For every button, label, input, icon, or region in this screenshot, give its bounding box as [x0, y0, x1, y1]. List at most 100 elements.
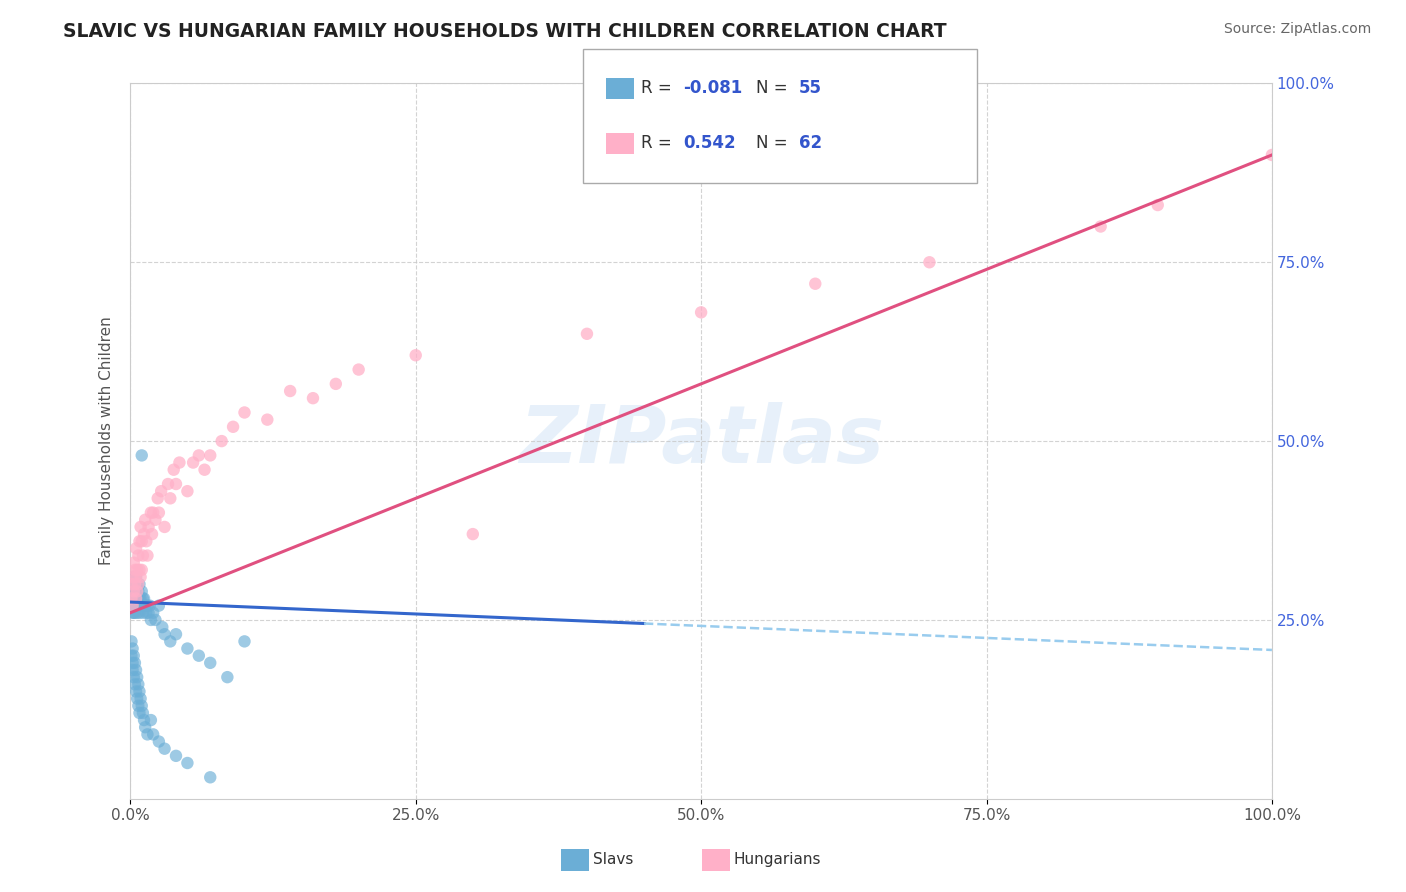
Point	[169, 456, 191, 470]
Point	[125, 599, 148, 613]
Point	[575, 326, 598, 341]
Point	[139, 713, 162, 727]
Point	[125, 591, 148, 606]
Point	[256, 412, 278, 426]
Point	[121, 599, 143, 613]
Point	[131, 584, 153, 599]
Point	[121, 584, 143, 599]
Point	[150, 484, 173, 499]
Point	[121, 599, 143, 613]
Point	[134, 599, 156, 613]
Point	[124, 677, 146, 691]
Point	[128, 534, 150, 549]
Point	[138, 520, 160, 534]
Point	[148, 506, 170, 520]
Point	[159, 491, 181, 506]
Point	[145, 513, 167, 527]
Point	[122, 648, 145, 663]
Point	[121, 656, 143, 670]
Point	[122, 584, 145, 599]
Point	[132, 591, 155, 606]
Point	[127, 670, 149, 684]
Point	[132, 599, 155, 613]
Text: N =: N =	[756, 135, 793, 153]
Point	[129, 591, 152, 606]
Point	[122, 584, 145, 599]
Point	[131, 698, 153, 713]
Point	[141, 527, 163, 541]
Text: R =: R =	[641, 79, 678, 97]
Point	[181, 456, 204, 470]
Point	[127, 691, 149, 706]
Point	[122, 606, 145, 620]
Point	[121, 648, 143, 663]
Point	[125, 591, 148, 606]
Point	[124, 584, 146, 599]
Point	[121, 577, 143, 591]
Point	[135, 534, 157, 549]
Point	[122, 577, 145, 591]
Point	[138, 599, 160, 613]
Point	[127, 549, 149, 563]
Point	[132, 606, 155, 620]
Point	[139, 506, 162, 520]
Point	[122, 556, 145, 570]
Point	[278, 384, 301, 398]
Point	[128, 606, 150, 620]
Point	[128, 706, 150, 720]
Point	[200, 656, 222, 670]
Point	[134, 720, 156, 734]
Point	[128, 591, 150, 606]
Point	[176, 484, 198, 499]
Point	[187, 648, 209, 663]
Point	[187, 449, 209, 463]
Point	[127, 591, 149, 606]
Point	[121, 606, 143, 620]
Point	[200, 770, 222, 784]
Point	[146, 491, 169, 506]
Point	[347, 362, 370, 376]
Point	[121, 634, 143, 648]
Text: SLAVIC VS HUNGARIAN FAMILY HOUSEHOLDS WITH CHILDREN CORRELATION CHART: SLAVIC VS HUNGARIAN FAMILY HOUSEHOLDS WI…	[63, 22, 946, 41]
Point	[176, 756, 198, 770]
Point	[131, 599, 153, 613]
Point	[222, 419, 245, 434]
Text: N =: N =	[756, 79, 793, 97]
Point	[129, 520, 152, 534]
Point	[132, 549, 155, 563]
Point	[124, 656, 146, 670]
Point	[129, 570, 152, 584]
Point	[125, 570, 148, 584]
Point	[804, 277, 827, 291]
Point	[138, 606, 160, 620]
Point	[125, 541, 148, 556]
Point	[122, 670, 145, 684]
Point	[122, 591, 145, 606]
Point	[1261, 148, 1284, 162]
Point	[125, 684, 148, 698]
Point	[132, 713, 155, 727]
Text: 0.542: 0.542	[683, 135, 735, 153]
Point	[129, 691, 152, 706]
Point	[136, 599, 159, 613]
Point	[125, 663, 148, 677]
Point	[150, 620, 173, 634]
Point	[125, 584, 148, 599]
Point	[405, 348, 427, 362]
Point	[121, 570, 143, 584]
Point	[121, 599, 143, 613]
Point	[127, 606, 149, 620]
Point	[121, 591, 143, 606]
Point	[127, 584, 149, 599]
Point	[131, 449, 153, 463]
Point	[153, 627, 176, 641]
Point	[125, 570, 148, 584]
Point	[128, 563, 150, 577]
Point	[142, 506, 165, 520]
Point	[121, 641, 143, 656]
Text: 55: 55	[799, 79, 821, 97]
Point	[124, 577, 146, 591]
Point	[128, 577, 150, 591]
Point	[124, 563, 146, 577]
Point	[131, 534, 153, 549]
